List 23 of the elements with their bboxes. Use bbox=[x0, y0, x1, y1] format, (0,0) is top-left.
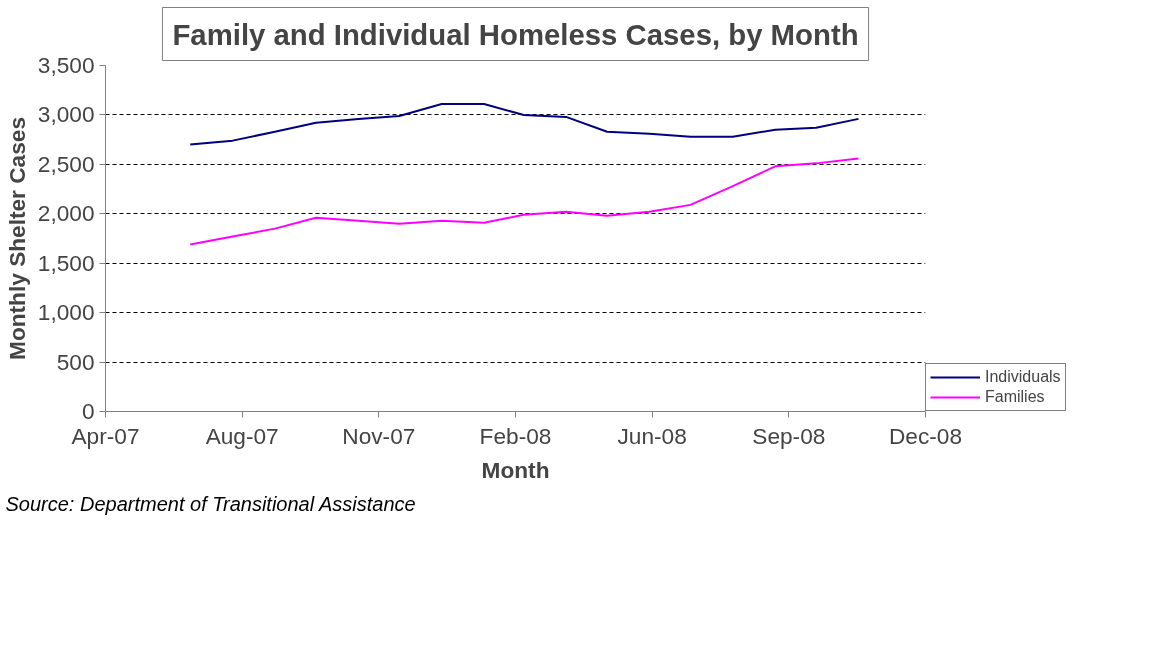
chart-title: Family and Individual Homeless Cases, by Month bbox=[172, 17, 859, 51]
legend-label: Families bbox=[985, 388, 1045, 406]
legend-label: Individuals bbox=[985, 368, 1061, 386]
x-tick-label: Feb-08 bbox=[479, 422, 552, 449]
y-tick-label: 2,500 bbox=[37, 150, 95, 177]
x-tick-label: Nov-07 bbox=[342, 422, 416, 449]
x-tick-label: Sep-08 bbox=[752, 422, 826, 449]
x-tick-label: Dec-08 bbox=[888, 422, 963, 449]
y-tick-label: 1,500 bbox=[37, 249, 95, 276]
x-tick-label: Aug-07 bbox=[205, 422, 279, 449]
y-tick-label: 500 bbox=[56, 348, 95, 375]
line-series bbox=[189, 103, 860, 146]
y-tick-label: 2,000 bbox=[37, 200, 95, 227]
y-tick-label: 1,000 bbox=[37, 299, 95, 326]
x-axis-title: Month bbox=[481, 456, 550, 483]
y-tick-label: 0 bbox=[81, 398, 95, 424]
x-tick-label: Apr-07 bbox=[71, 422, 140, 449]
y-axis-title: Monthly Shelter Cases bbox=[3, 117, 30, 360]
y-tick-label: 3,000 bbox=[37, 101, 95, 128]
source-note: Source: Department of Transitional Assistance bbox=[5, 492, 416, 515]
line-series bbox=[189, 157, 860, 246]
y-tick-label: 3,500 bbox=[37, 52, 95, 78]
x-tick-label: Jun-08 bbox=[617, 422, 687, 449]
